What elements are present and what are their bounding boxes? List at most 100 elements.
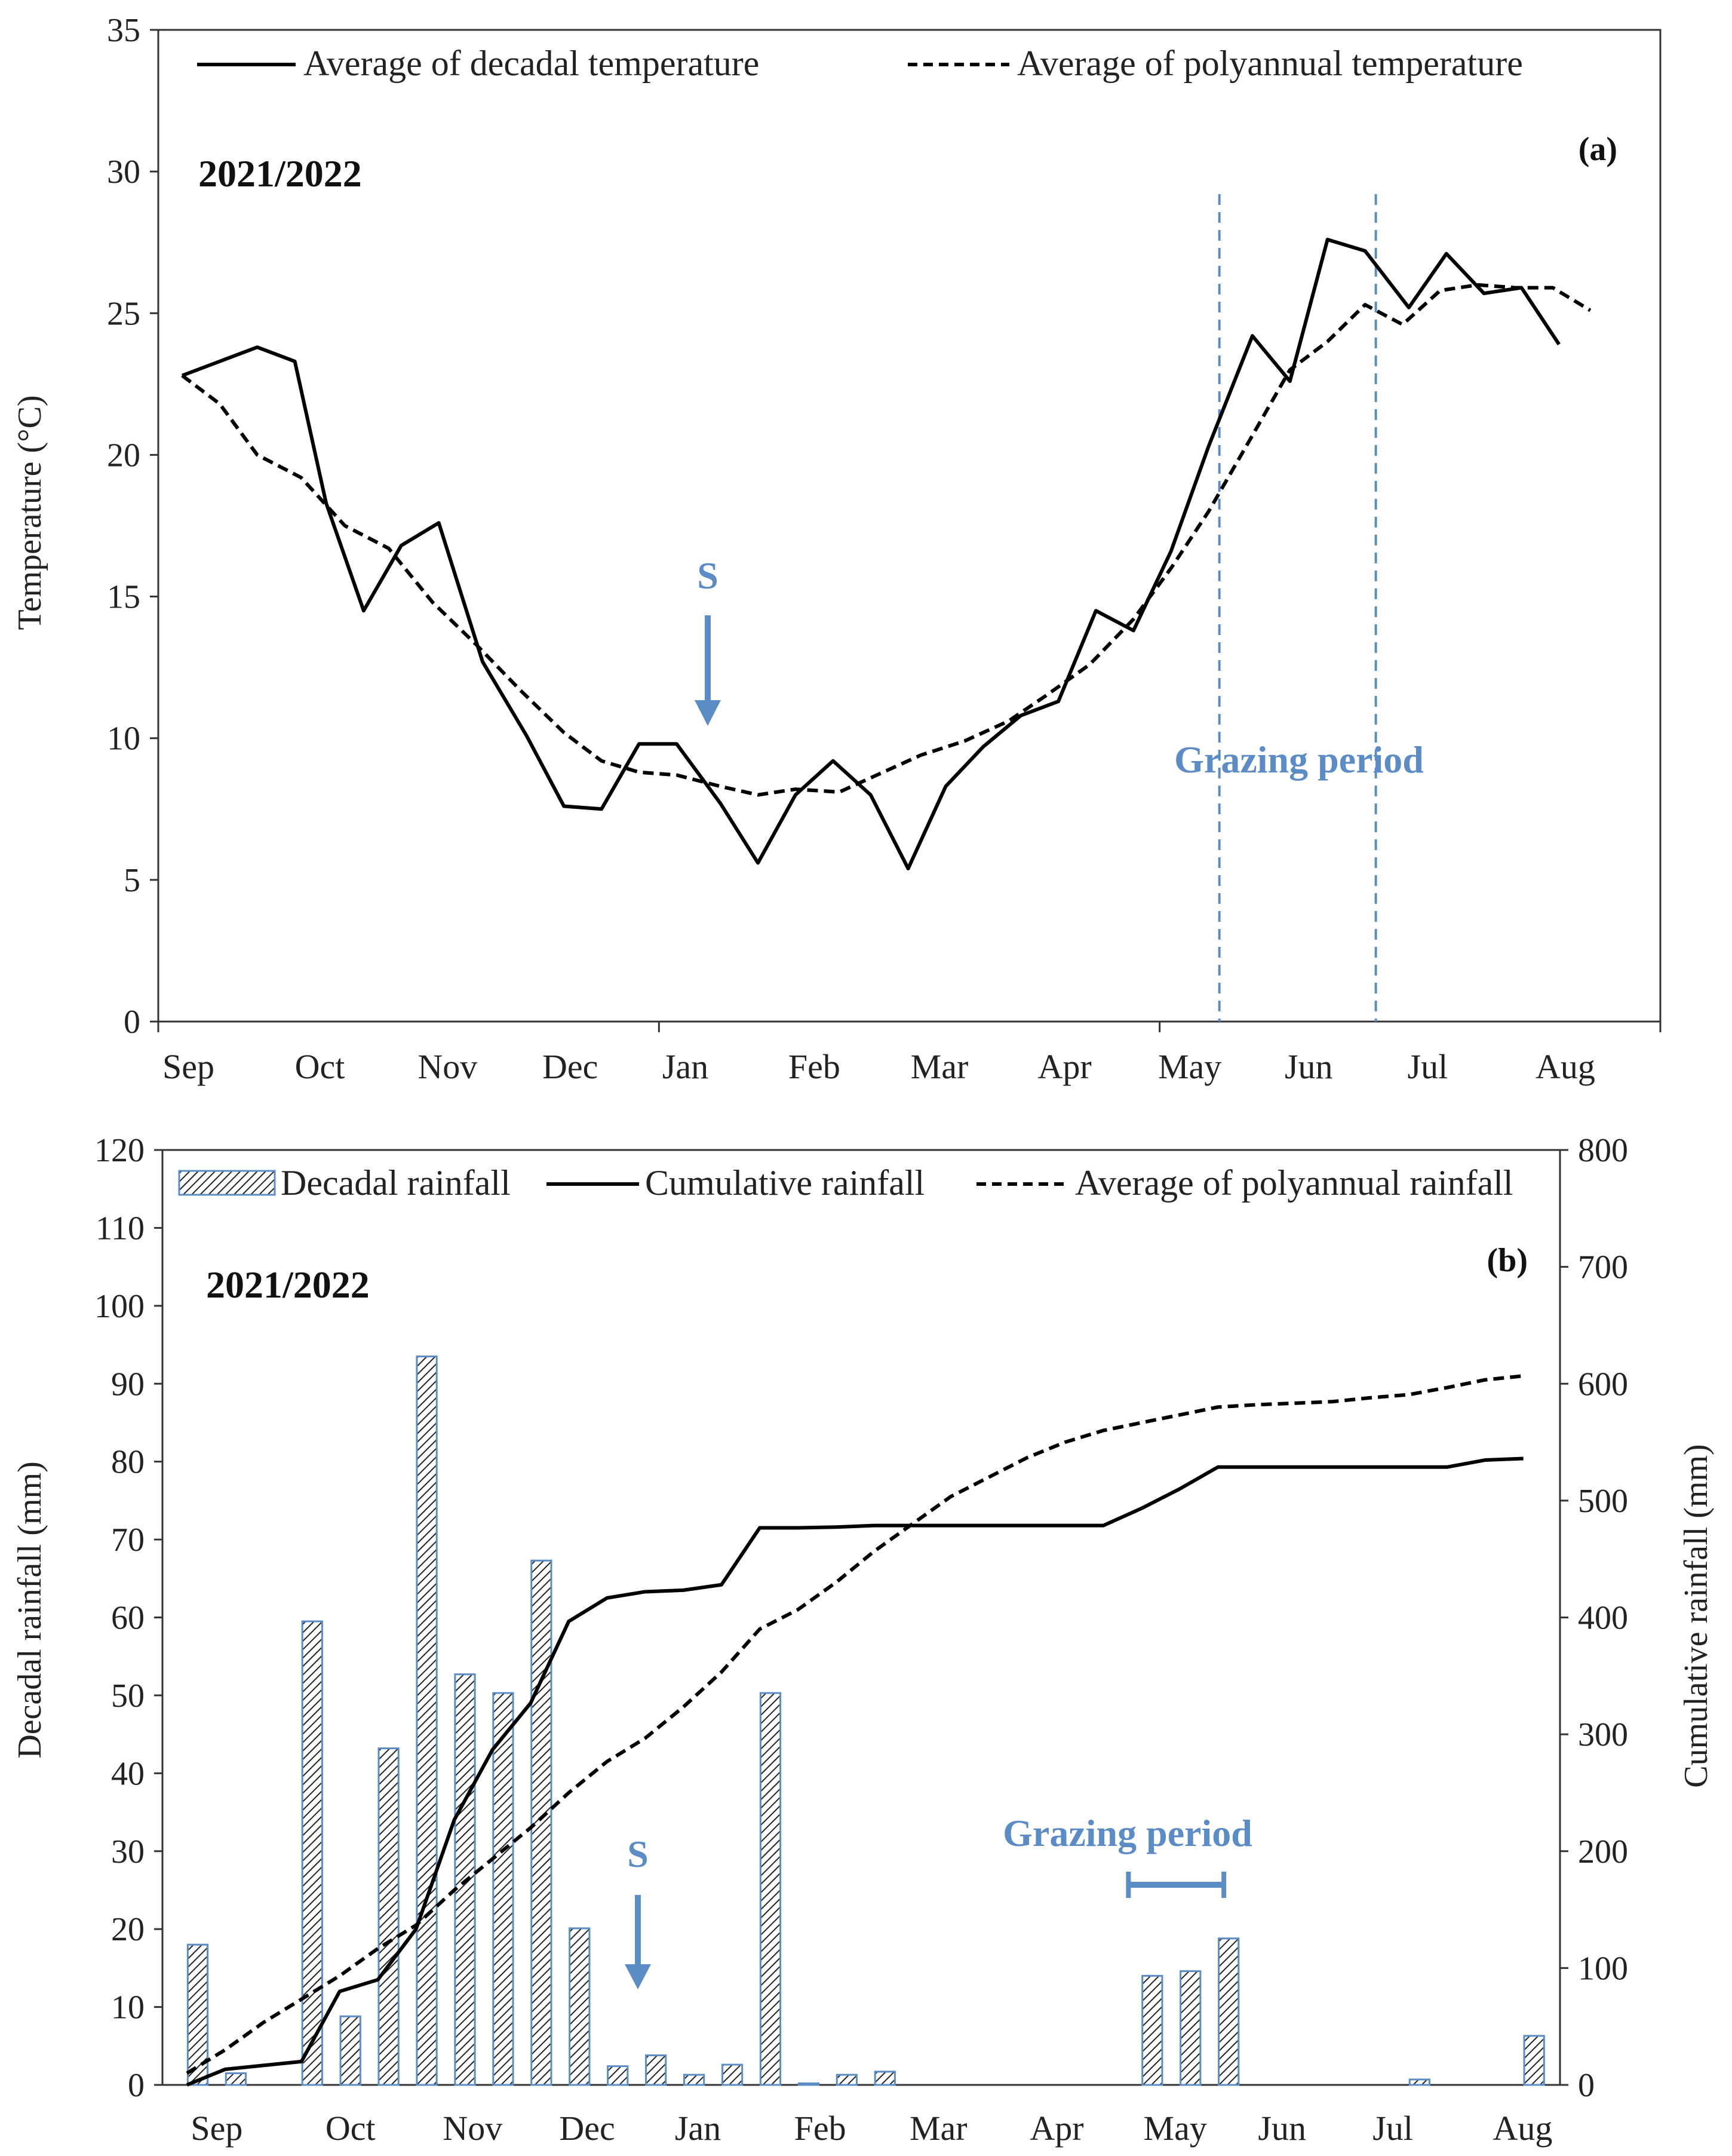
panel-b-season: 2021/2022 — [206, 1263, 370, 1306]
panel-b-left-title: Decadal rainfall (mm) — [11, 1461, 48, 1759]
a-month-label: May — [1158, 1047, 1221, 1086]
a-month-label: Jan — [662, 1047, 708, 1086]
a-ytick-label: 5 — [124, 862, 140, 899]
a-ytick-label: 25 — [107, 295, 140, 332]
legend-polyannual-rainfall: Average of polyannual rainfall — [1075, 1163, 1513, 1203]
panel-a-legend: Average of decadal temperature Average o… — [197, 44, 1523, 83]
b-left-tick-label: 100 — [94, 1288, 145, 1325]
b-left-tick-label: 110 — [96, 1210, 145, 1247]
b-month-label: Jun — [1258, 2109, 1306, 2148]
b-right-tick-label: 200 — [1578, 1833, 1628, 1870]
decadal-rainfall-bar — [721, 2063, 744, 2086]
decadal-rainfall-bar — [683, 2074, 705, 2086]
legend-cumulative-rainfall: Cumulative rainfall — [645, 1163, 925, 1203]
b-right-tick-label: 500 — [1578, 1483, 1628, 1520]
decadal-rainfall-bar — [377, 1747, 400, 2086]
b-left-tick-label: 10 — [111, 1989, 145, 2026]
decadal-rainfall-bar — [225, 2072, 247, 2086]
panel-a-frame — [157, 29, 1662, 1023]
panel-a-x-axis: Sep Oct Nov Dec Jan Feb Mar Apr May Jun Jul Aug — [157, 1022, 1662, 1086]
a-month-label: Jul — [1408, 1047, 1448, 1086]
a-ytick-label: 35 — [107, 12, 140, 49]
panel-a-label: (a) — [1579, 131, 1617, 168]
b-right-tick-label: 600 — [1578, 1366, 1628, 1403]
b-month-label: Dec — [559, 2109, 615, 2148]
panel-b-frame — [161, 1149, 1561, 2086]
decadal-rainfall-bar — [759, 1692, 782, 2086]
decadal-rainfall-bar — [797, 2082, 820, 2086]
panel-a-sowing-arrow — [695, 615, 721, 726]
decadal-rainfall-bar — [416, 1355, 438, 2086]
panel-b-grazing-bracket — [1126, 1872, 1227, 1898]
b-month-label: Feb — [794, 2109, 846, 2148]
a-month-label: Apr — [1037, 1047, 1091, 1086]
panel-a-grazing-label: Grazing period — [1174, 738, 1424, 781]
b-month-label: May — [1144, 2109, 1207, 2148]
panel-b-bars — [186, 1355, 1545, 2086]
b-right-tick-label: 400 — [1578, 1600, 1628, 1637]
decadal-rainfall-bar — [836, 2074, 858, 2086]
legend-decadal-rainfall: Decadal rainfall — [281, 1163, 511, 1203]
decadal-rainfall-bar — [1408, 2078, 1430, 2086]
decadal-rainfall-bar — [1180, 1970, 1202, 2086]
a-month-label: Nov — [417, 1047, 477, 1086]
a-ytick-label: 20 — [107, 437, 140, 474]
b-month-label: Nov — [443, 2109, 502, 2148]
legend-decadal-temperature: Average of decadal temperature — [303, 44, 759, 83]
panel-a-y-axis: 0 5 10 15 20 25 30 35 — [107, 12, 158, 1041]
decadal-rainfall-bar — [1141, 1974, 1163, 2086]
polyannual-temperature-line — [181, 283, 1592, 797]
b-left-tick-label: 120 — [94, 1132, 145, 1169]
panel-b-right-axis: 0 100 200 300 400 500 600 700 800 — [1560, 1132, 1628, 2104]
temperature-chart: 0 5 10 15 20 25 30 35 Sep Oct Nov Dec Jan Feb Mar Apr M… — [11, 12, 1662, 1086]
panel-b-label: (b) — [1487, 1242, 1528, 1279]
decadal-rainfall-bar — [301, 1620, 323, 2086]
b-month-label: Sep — [191, 2109, 242, 2148]
decadal-rainfall-bar — [1218, 1937, 1240, 2086]
a-month-label: Dec — [542, 1047, 598, 1086]
b-month-label: Mar — [910, 2109, 968, 2148]
legend-bar-swatch — [178, 1170, 276, 1196]
decadal-temperature-line — [181, 237, 1561, 870]
decadal-rainfall-bar — [569, 1927, 591, 2086]
b-right-tick-label: 300 — [1578, 1716, 1628, 1753]
polyannual-rainfall-line — [186, 1374, 1524, 2075]
b-left-tick-label: 40 — [111, 1755, 145, 1792]
cumulative-rainfall-line — [186, 1456, 1524, 2087]
decadal-rainfall-bar — [607, 2065, 629, 2086]
decadal-rainfall-bar — [530, 1559, 552, 2086]
a-month-label: Feb — [788, 1047, 840, 1086]
b-left-tick-label: 70 — [111, 1522, 145, 1559]
legend-polyannual-temperature: Average of polyannual temperature — [1017, 44, 1523, 83]
a-month-label: Aug — [1536, 1047, 1595, 1086]
panel-a-season: 2021/2022 — [198, 152, 362, 195]
panel-b-x-axis: Sep Oct Nov Dec Jan Feb Mar Apr May Jun Jul Aug — [191, 2109, 1552, 2148]
a-ytick-label: 10 — [107, 720, 140, 757]
decadal-rainfall-bar — [645, 2054, 667, 2086]
panel-b-right-title: Cumulative rainfall (mm) — [1678, 1444, 1715, 1787]
b-right-tick-label: 700 — [1578, 1249, 1628, 1286]
b-left-tick-label: 0 — [128, 2067, 145, 2104]
panel-a-grazing-lines — [1218, 194, 1377, 1022]
b-right-tick-label: 100 — [1578, 1950, 1628, 1987]
b-left-tick-label: 90 — [111, 1366, 145, 1403]
a-ytick-label: 30 — [107, 154, 140, 191]
b-left-tick-label: 50 — [111, 1677, 145, 1715]
b-month-label: Apr — [1030, 2109, 1083, 2148]
b-month-label: Aug — [1493, 2109, 1553, 2148]
a-ytick-label: 15 — [107, 579, 140, 616]
b-left-tick-label: 60 — [111, 1600, 145, 1637]
panel-b-sowing-arrow — [625, 1895, 651, 1989]
decadal-rainfall-bar — [1523, 2035, 1545, 2086]
decadal-rainfall-bar — [492, 1692, 514, 2086]
b-right-tick-label: 800 — [1578, 1132, 1628, 1169]
a-month-label: Sep — [162, 1047, 214, 1086]
decadal-rainfall-bar — [874, 2071, 896, 2086]
panel-a-sowing-label: S — [697, 554, 718, 597]
panel-b-left-axis: 0 10 20 30 40 50 60 70 80 90 100 110 120 — [94, 1132, 162, 2104]
rainfall-chart: 0 10 20 30 40 50 60 70 80 90 100 110 120 0 100 200 300 4… — [11, 1132, 1715, 2148]
b-left-tick-label: 20 — [111, 1911, 145, 1948]
a-month-label: Mar — [911, 1047, 969, 1086]
a-month-label: Jun — [1285, 1047, 1333, 1086]
